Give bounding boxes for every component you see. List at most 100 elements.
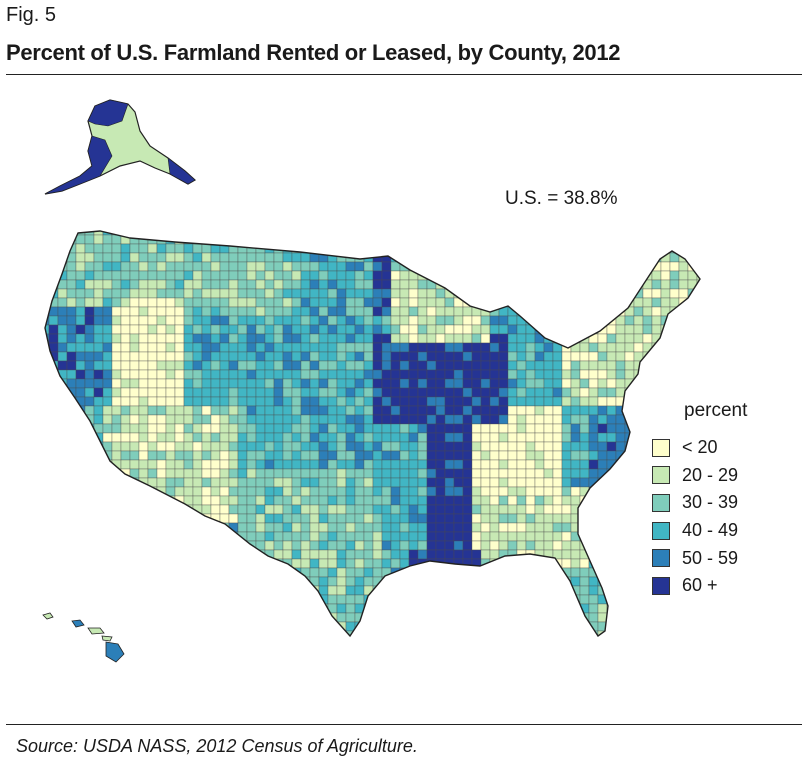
county-cell	[417, 432, 428, 443]
county-cell	[129, 369, 140, 380]
county-cell	[57, 558, 68, 569]
county-cell	[696, 297, 700, 308]
county-cell	[498, 378, 509, 389]
county-cell	[219, 369, 230, 380]
county-cell	[228, 540, 239, 551]
county-cell	[93, 405, 104, 416]
county-cell	[282, 450, 293, 461]
county-cell	[327, 531, 338, 542]
county-cell	[318, 297, 329, 308]
county-cell	[309, 261, 320, 272]
county-cell	[309, 234, 320, 245]
county-cell	[282, 234, 293, 245]
county-cell	[147, 531, 158, 542]
county-cell	[561, 630, 572, 636]
county-cell	[534, 450, 545, 461]
county-cell	[696, 369, 700, 380]
county-cell	[318, 261, 329, 272]
county-cell	[471, 477, 482, 488]
county-cell	[309, 351, 320, 362]
county-cell	[570, 405, 581, 416]
county-cell	[570, 576, 581, 587]
county-cell	[633, 549, 644, 560]
county-cell	[156, 576, 167, 587]
county-cell	[45, 279, 50, 290]
county-cell	[516, 486, 527, 497]
county-cell	[57, 288, 68, 299]
county-cell	[435, 351, 446, 362]
county-cell	[336, 441, 347, 452]
county-cell	[138, 360, 149, 371]
county-cell	[336, 351, 347, 362]
county-cell	[426, 549, 437, 560]
county-cell	[183, 441, 194, 452]
county-cell	[129, 531, 140, 542]
county-cell	[48, 603, 59, 614]
county-cell	[606, 630, 617, 636]
county-cell	[453, 360, 464, 371]
county-cell	[102, 369, 113, 380]
county-cell	[507, 594, 518, 605]
county-cell	[210, 630, 221, 636]
county-cell	[471, 594, 482, 605]
county-cell	[606, 495, 617, 506]
county-cell	[327, 486, 338, 497]
county-cell	[687, 369, 698, 380]
county-cell	[453, 315, 464, 326]
county-cell	[696, 333, 700, 344]
county-cell	[696, 252, 700, 263]
county-cell	[165, 261, 176, 272]
county-cell	[75, 603, 86, 614]
county-cell	[382, 640, 391, 649]
county-cell	[273, 306, 284, 317]
county-cell	[606, 432, 617, 443]
county-cell	[706, 271, 715, 280]
county-cell	[588, 603, 599, 614]
county-cell	[327, 288, 338, 299]
county-cell	[435, 576, 446, 587]
county-cell	[318, 567, 329, 578]
county-cell	[552, 396, 563, 407]
county-cell	[624, 450, 635, 461]
county-cell	[597, 522, 608, 533]
county-cell	[606, 531, 617, 542]
county-cell	[66, 324, 77, 335]
county-cell	[147, 585, 158, 596]
county-cell	[678, 333, 689, 344]
county-cell	[570, 297, 581, 308]
county-cell	[534, 522, 545, 533]
county-cell	[543, 504, 554, 515]
county-cell	[363, 495, 374, 506]
county-cell	[651, 612, 662, 623]
county-cell	[111, 513, 122, 524]
county-cell	[372, 405, 383, 416]
county-cell	[255, 261, 266, 272]
county-cell	[102, 558, 113, 569]
county-cell	[309, 306, 320, 317]
county-cell	[345, 585, 356, 596]
county-cell	[579, 342, 590, 353]
county-cell	[561, 279, 572, 290]
county-cell	[354, 270, 365, 281]
county-cell	[624, 333, 635, 344]
county-cell	[300, 396, 311, 407]
county-cell	[165, 387, 176, 398]
county-cell	[588, 234, 599, 245]
county-cell	[588, 342, 599, 353]
county-cell	[615, 630, 626, 636]
county-cell	[228, 387, 239, 398]
county-cell	[264, 342, 275, 353]
county-cell	[138, 405, 149, 416]
county-cell	[435, 513, 446, 524]
county-cell	[480, 315, 491, 326]
county-cell	[282, 522, 293, 533]
county-cell	[381, 333, 392, 344]
county-cell	[462, 441, 473, 452]
county-cell	[201, 378, 212, 389]
county-cell	[102, 495, 113, 506]
county-cell	[534, 342, 545, 353]
county-cell	[246, 306, 257, 317]
county-cell	[444, 486, 455, 497]
county-cell	[624, 360, 635, 371]
county-cell	[417, 441, 428, 452]
